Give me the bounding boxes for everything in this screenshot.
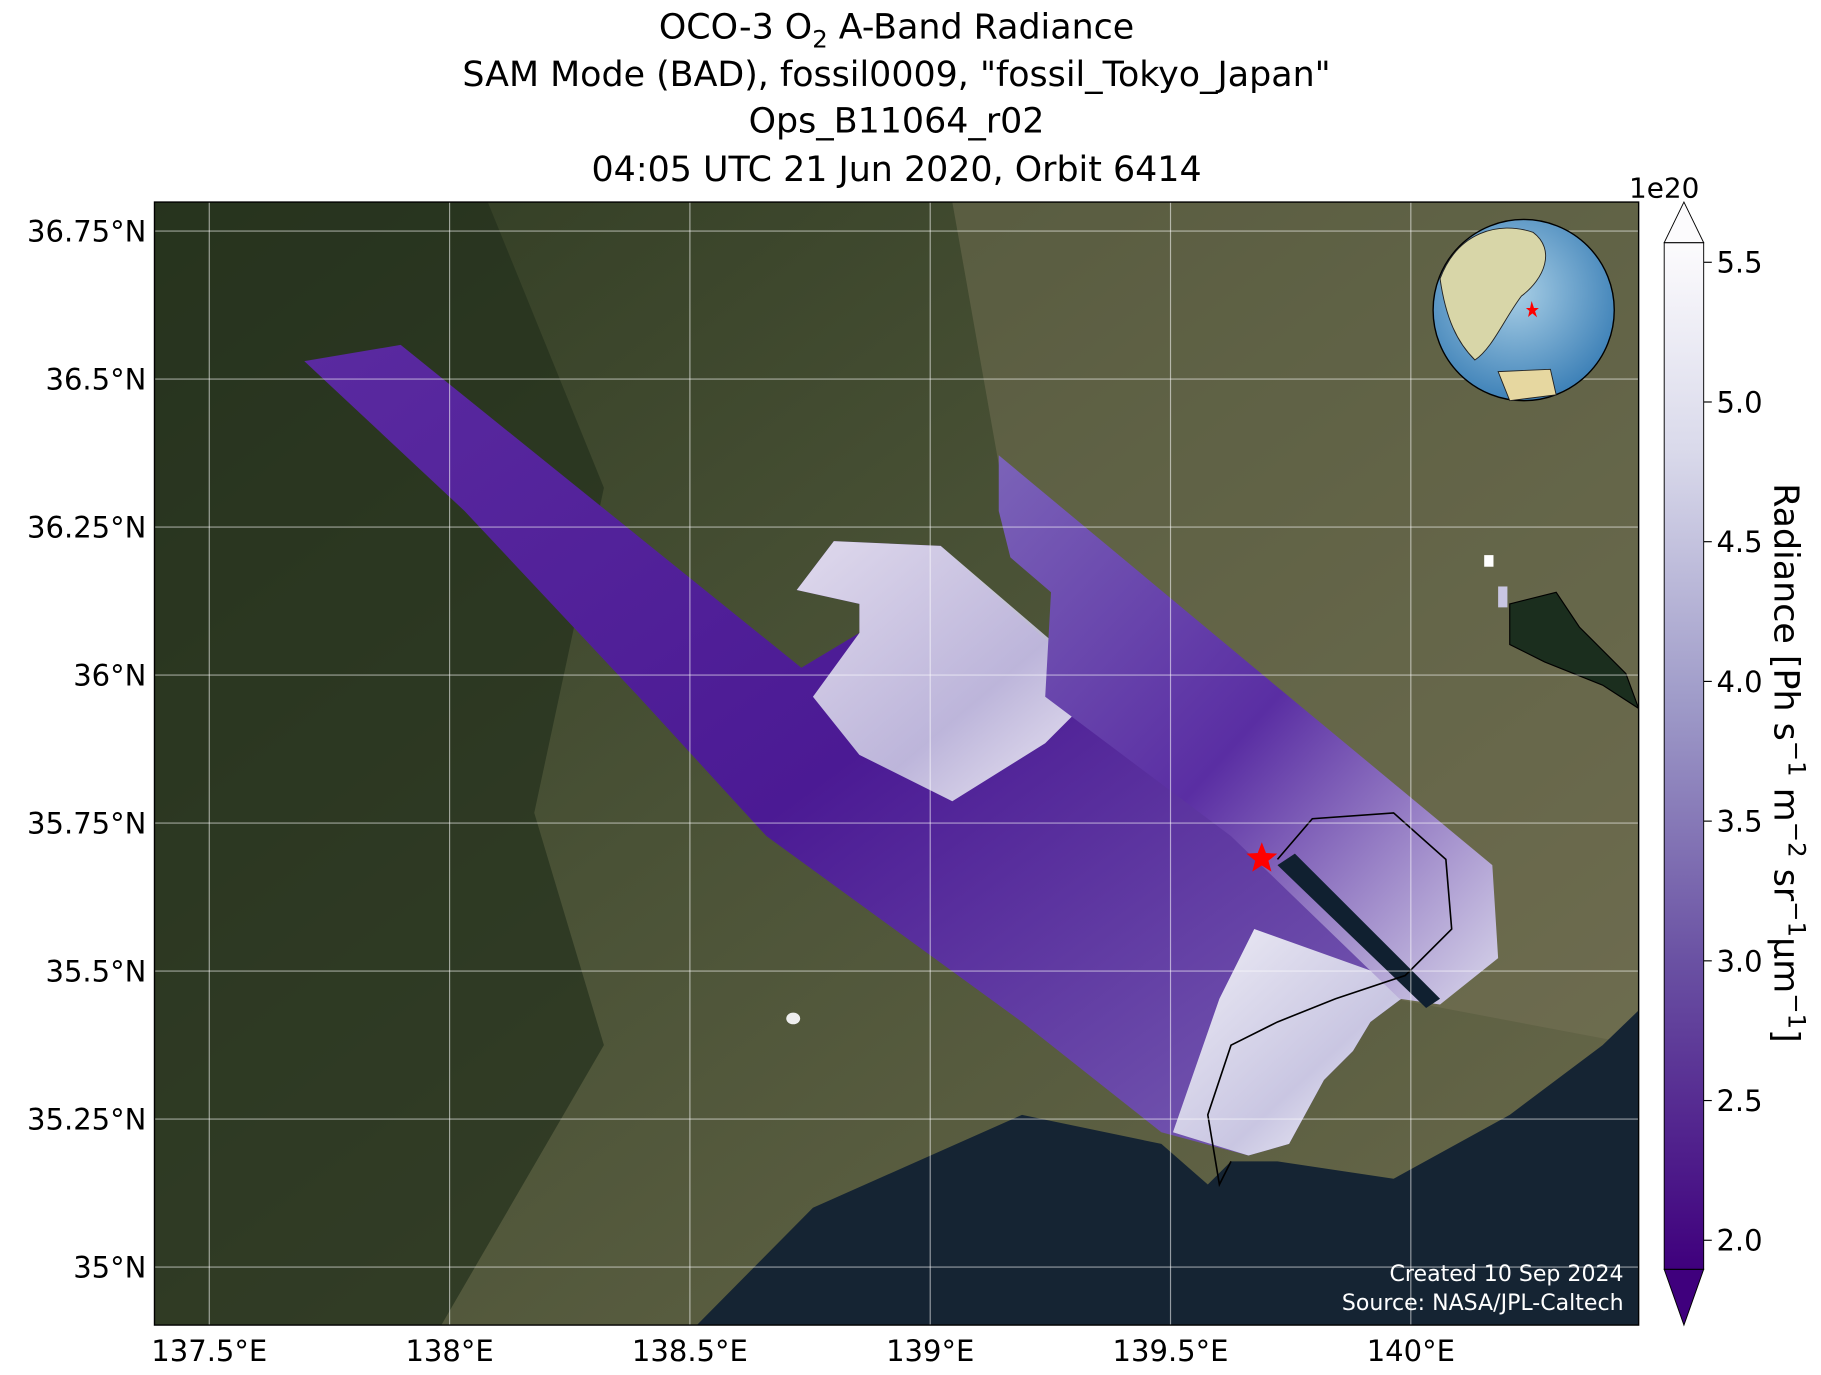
label-superscript: −1 <box>1782 993 1811 1029</box>
lake <box>1509 591 1639 710</box>
title-line: OCO-3 O2 A-Band Radiance <box>659 7 1134 53</box>
x-tick-label: 139.5°E <box>1113 1334 1229 1368</box>
x-tick-label: 137.5°E <box>151 1334 267 1368</box>
colorbar-frame <box>1663 242 1705 1270</box>
grid <box>154 202 1639 1326</box>
colorbar-scale: 1e20 <box>1629 171 1699 204</box>
credit: Source: NASA/JPL-Caltech <box>1342 1291 1624 1316</box>
colorbar-label: Radiance [Ph s−1 m−2 sr−1μm−1] <box>1766 483 1812 1043</box>
swath <box>998 455 1499 1005</box>
colorbar-tick-label: 5.5 <box>1716 246 1762 280</box>
colorbar-gradient <box>1664 242 1704 1270</box>
y-tick-label: 35°N <box>73 1251 146 1285</box>
target-star <box>1246 842 1278 872</box>
y-tick-label: 35.75°N <box>27 807 146 841</box>
title-line: 04:05 UTC 21 Jun 2020, Orbit 6414 <box>592 150 1202 190</box>
x-tick-label: 138°E <box>405 1334 493 1368</box>
ocean <box>696 1010 1639 1326</box>
label-superscript: −1 <box>1782 901 1811 937</box>
swath <box>796 541 1104 802</box>
colorbar-tick-label: 2.5 <box>1716 1084 1762 1118</box>
x-tick-label: 138.5°E <box>632 1334 748 1368</box>
swath <box>1172 929 1417 1156</box>
colorbar-extend <box>1663 201 1705 244</box>
swath <box>1484 555 1494 567</box>
coastline <box>1206 812 1453 1188</box>
swath-gap <box>1277 853 1441 1009</box>
colorbar-tick-label: 3.5 <box>1716 805 1762 839</box>
plain <box>952 202 1639 1046</box>
label-superscript: −2 <box>1782 822 1811 858</box>
colorbar-tick-label: 4.0 <box>1716 665 1762 699</box>
map-frame <box>153 201 1640 1326</box>
y-tick-label: 36°N <box>73 659 146 693</box>
colorbar-tick-label: 3.0 <box>1716 944 1762 978</box>
title-line: SAM Mode (BAD), fossil0009, "fossil_Toky… <box>462 55 1330 95</box>
x-tick-label: 140°E <box>1367 1334 1455 1368</box>
x-tick-label: 139°E <box>886 1334 974 1368</box>
swath <box>1498 586 1508 608</box>
colorbar: 1e20 Radiance [Ph s−1 m−2 sr−1μm−1] 2.02… <box>1629 171 1812 1327</box>
y-tick-label: 35.5°N <box>46 955 147 989</box>
colorbar-tick-label: 5.0 <box>1716 385 1762 419</box>
label-text: Radiance [Ph s <box>1766 483 1806 741</box>
credit: Created 10 Sep 2024 <box>1390 1262 1624 1287</box>
y-tick-label: 36.25°N <box>27 511 146 545</box>
mount-fuji <box>786 1012 801 1025</box>
label-text: ] <box>1766 1029 1806 1043</box>
title: OCO-3 O2 A-Band Radiance SAM Mode (BAD),… <box>462 7 1330 190</box>
label-superscript: −1 <box>1782 741 1811 777</box>
y-tick-label: 35.25°N <box>27 1103 146 1137</box>
label-text: sr <box>1766 858 1806 902</box>
y-tick-label: 36.5°N <box>46 363 147 397</box>
colorbar-extend <box>1663 1268 1705 1327</box>
y-tick-label: 36.75°N <box>27 215 146 249</box>
globe-inset <box>1432 218 1615 402</box>
colorbar-tick-label: 4.5 <box>1716 525 1762 559</box>
label-text: m <box>1766 777 1806 822</box>
title-subscript: 2 <box>812 25 828 54</box>
label-text: μm <box>1766 937 1806 993</box>
colorbar-tick-label: 2.0 <box>1716 1224 1762 1258</box>
title-text: OCO-3 O <box>659 7 812 47</box>
title-line: Ops_B11064_r02 <box>749 101 1045 141</box>
title-text: A-Band Radiance <box>828 7 1134 47</box>
map-area: Created 10 Sep 2024 Source: NASA/JPL-Cal… <box>154 202 1639 1326</box>
